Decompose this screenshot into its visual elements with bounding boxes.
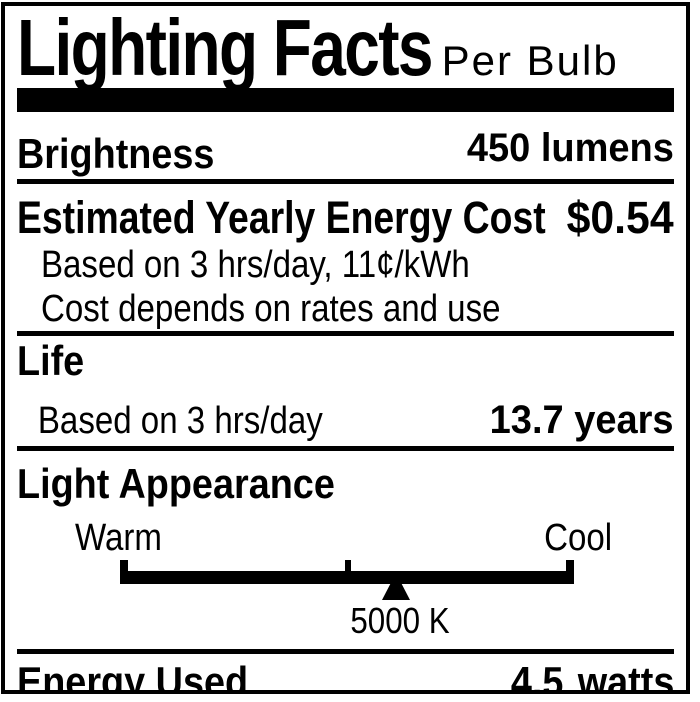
light-appearance-label: Light Appearance [17, 460, 335, 507]
kelvin-value: 5000 K [350, 600, 450, 641]
lighting-facts-title: Lighting Facts [17, 3, 434, 92]
life-label: Life [17, 337, 85, 384]
warm-label: Warm [75, 517, 162, 559]
life-note: Based on 3 hrs/day [37, 400, 323, 442]
life-header-row: Life [17, 337, 674, 395]
watts-unit: watts [577, 658, 674, 694]
separator [17, 446, 674, 451]
energy-cost-note-hours-line: Based on 3 hrs/day, 11¢/kWh [17, 243, 674, 287]
label-header: Lighting Facts Per Bulb [17, 8, 674, 88]
title-divider-bar [17, 88, 674, 112]
energy-cost-label: Estimated Yearly Energy Cost [17, 192, 546, 243]
separator [17, 331, 674, 336]
energy-cost-row: Estimated Yearly Energy Cost $0.54 [17, 193, 674, 243]
cool-label: Cool [544, 517, 612, 559]
energy-used-value-group: 4.5 watts [505, 658, 674, 694]
temperature-marker-icon [382, 573, 410, 600]
energy-cost-value: $0.54 [567, 192, 674, 243]
brightness-label: Brightness [17, 130, 215, 177]
separator [17, 649, 674, 654]
life-row: Based on 3 hrs/day 13.7 years [17, 398, 674, 443]
energy-used-row: Energy Used 4.5 watts [17, 658, 674, 694]
energy-used-value: 4.5 [511, 658, 564, 694]
light-appearance-header-row: Light Appearance [17, 460, 674, 518]
energy-cost-note-hours: Based on 3 hrs/day, 11¢/kWh [41, 244, 470, 286]
separator [17, 179, 674, 184]
lighting-facts-label: Lighting Facts Per Bulb Brightness 450 l… [1, 2, 690, 694]
energy-used-label: Energy Used [17, 658, 249, 694]
warm-cool-row: Warm Cool [17, 518, 674, 558]
temperature-scale: 5000 K [17, 558, 674, 649]
per-bulb-label: Per Bulb [441, 37, 619, 84]
kelvin-value-wrap: 5000 K [343, 603, 457, 639]
life-value: 13.7 years [490, 398, 674, 442]
energy-cost-note-rates-line: Cost depends on rates and use [17, 287, 674, 331]
scale-bar [120, 571, 574, 584]
brightness-value: 450 lumens [467, 126, 674, 170]
energy-cost-note-rates: Cost depends on rates and use [41, 288, 501, 330]
brightness-row: Brightness 450 lumens [17, 126, 674, 179]
